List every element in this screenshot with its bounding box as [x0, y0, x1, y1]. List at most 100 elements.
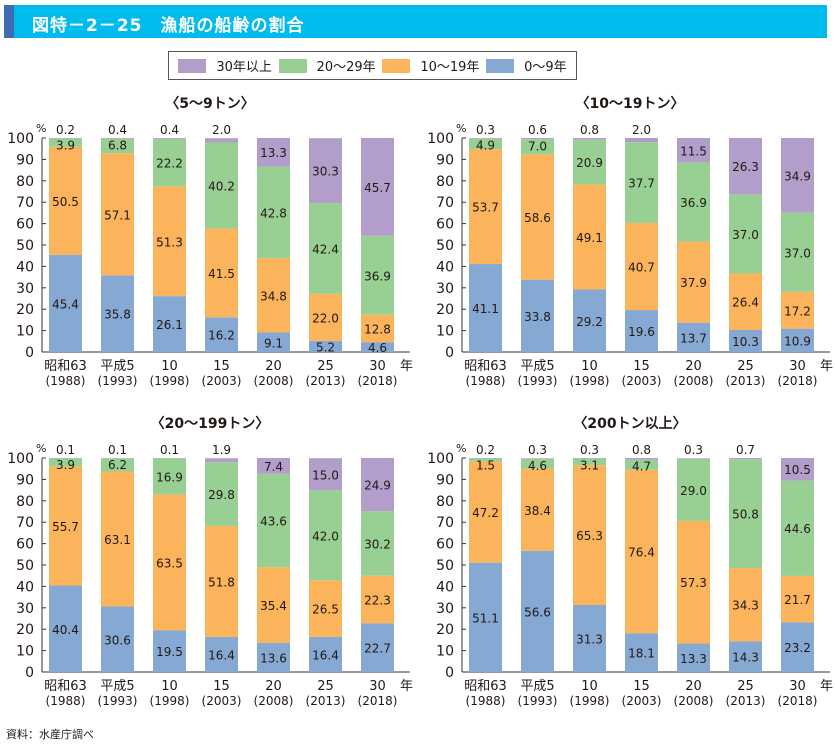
x-axis-unit: 年 — [400, 359, 413, 374]
y-tick-label: 100 — [7, 451, 34, 467]
bar-segment-20-29 — [573, 139, 606, 185]
x-tick-sublabel: (1993) — [518, 694, 558, 708]
data-label-10-19: 55.7 — [52, 520, 79, 534]
x-tick-label: 15 — [213, 679, 230, 694]
bar-segment-10-19 — [309, 580, 342, 637]
x-tick-sublabel: (2013) — [726, 374, 766, 388]
data-label-10-19: 57.1 — [104, 208, 131, 222]
bar-segment-30-plus — [781, 138, 814, 213]
y-tick-label: 20 — [16, 302, 34, 318]
y-tick-label: 10 — [436, 324, 454, 340]
bar-segment-10-19 — [101, 471, 134, 607]
bar-segment-0-9 — [101, 606, 134, 672]
data-label-20-29: 43.6 — [260, 514, 287, 528]
bar-segment-30-plus — [677, 138, 710, 163]
bar-segment-30-plus — [573, 138, 606, 140]
bar-segment-0-9 — [153, 296, 186, 352]
legend-item-30-plus: 30年以上 — [178, 56, 272, 75]
y-tick-label: 50 — [16, 238, 34, 254]
x-tick-sublabel: (2003) — [202, 694, 242, 708]
data-label-10-19: 26.5 — [312, 603, 339, 617]
x-tick-sublabel: (2018) — [778, 694, 818, 708]
data-label-30-plus: 0.1 — [108, 443, 127, 457]
data-label-20-29: 30.2 — [364, 537, 391, 551]
data-label-0-9: 9.1 — [264, 336, 283, 350]
data-label-10-19: 40.7 — [628, 261, 655, 275]
x-tick-label: 30 — [789, 679, 806, 694]
bar-segment-20-29 — [677, 458, 710, 521]
chart-title: 〈5～9トン〉 — [165, 96, 254, 112]
x-tick-label: 平成5 — [100, 359, 134, 374]
data-label-20-29: 3.1 — [580, 459, 599, 473]
data-label-10-19: 12.8 — [364, 322, 391, 336]
x-tick-sublabel: (1998) — [570, 694, 610, 708]
data-label-0-9: 56.6 — [524, 605, 551, 619]
bar-segment-20-29 — [361, 511, 394, 576]
data-label-20-29: 50.8 — [732, 508, 759, 522]
y-tick-label: 10 — [436, 644, 454, 660]
chart-title: 〈200トン以上〉 — [573, 416, 686, 432]
data-label-0-9: 29.2 — [576, 315, 603, 329]
figure-title: 図特－2－25 漁船の船齢の割合 — [32, 16, 305, 36]
y-axis-unit: % — [36, 122, 46, 135]
x-tick-sublabel: (2008) — [674, 694, 714, 708]
data-label-10-19: 49.1 — [576, 231, 603, 245]
chart-title: 〈10～19トン〉 — [576, 96, 685, 112]
legend-swatch-0-9 — [486, 58, 515, 73]
y-tick-label: 80 — [16, 494, 34, 510]
data-label-10-19: 34.8 — [260, 289, 287, 303]
bar-segment-20-29 — [49, 138, 82, 147]
bar-segment-30-plus — [361, 138, 394, 236]
data-label-30-plus: 0.3 — [528, 443, 547, 457]
legend-label: 30年以上 — [216, 60, 272, 75]
x-tick-sublabel: (1998) — [150, 374, 190, 388]
data-label-10-19: 47.2 — [472, 506, 499, 520]
data-label-10-19: 34.3 — [732, 599, 759, 613]
x-tick-label: 20 — [685, 359, 702, 374]
data-label-20-29: 20.9 — [576, 156, 603, 170]
bar-segment-20-29 — [153, 458, 186, 495]
data-label-0-9: 51.1 — [472, 611, 499, 625]
data-label-0-9: 31.3 — [576, 633, 603, 647]
data-label-0-9: 16.4 — [312, 648, 339, 662]
bar-segment-0-9 — [521, 279, 554, 352]
x-tick-label: 10 — [581, 359, 598, 374]
data-label-10-19: 21.7 — [784, 593, 811, 607]
data-label-20-29: 42.8 — [260, 206, 287, 220]
bar-segment-20-29 — [205, 142, 238, 229]
data-label-10-19: 63.5 — [156, 556, 183, 570]
x-tick-sublabel: (2013) — [306, 694, 346, 708]
x-tick-label: 30 — [369, 359, 386, 374]
bar-segment-20-29 — [521, 458, 554, 469]
data-label-20-29: 6.8 — [108, 139, 127, 153]
bar-segment-10-19 — [573, 465, 606, 606]
data-label-10-19: 17.2 — [784, 304, 811, 318]
y-tick-label: 100 — [427, 451, 454, 467]
data-label-10-19: 76.4 — [628, 546, 655, 560]
x-tick-sublabel: (2003) — [622, 374, 662, 388]
data-label-0-9: 10.9 — [784, 334, 811, 348]
bar-segment-0-9 — [729, 329, 762, 352]
x-tick-label: 昭和63 — [464, 359, 507, 374]
data-label-10-19: 50.5 — [52, 195, 79, 209]
y-tick-label: 90 — [16, 152, 34, 168]
data-label-20-29: 36.9 — [680, 196, 707, 210]
x-tick-sublabel: (1993) — [98, 374, 138, 388]
bar-segment-10-19 — [257, 258, 290, 333]
data-label-10-19: 22.0 — [312, 311, 339, 325]
bar-segment-30-plus — [309, 458, 342, 491]
y-tick-label: 100 — [7, 131, 34, 147]
bar-segment-0-9 — [153, 630, 186, 672]
x-tick-sublabel: (2018) — [778, 374, 818, 388]
x-tick-sublabel: (1988) — [46, 374, 86, 388]
bar-segment-30-plus — [625, 138, 658, 143]
bar-segment-0-9 — [625, 633, 658, 672]
data-label-20-29: 4.6 — [528, 459, 547, 473]
y-tick-label: 0 — [25, 665, 34, 681]
chart-20-199-ton: 〈20～199トン〉% 0 10 20 30 40 50 60 70 80 90 100 40.4 55.… — [7, 416, 413, 708]
bar-segment-0-9 — [625, 310, 658, 352]
y-tick-label: 90 — [436, 152, 454, 168]
y-tick-label: 20 — [16, 622, 34, 638]
x-tick-sublabel: (1993) — [98, 694, 138, 708]
x-tick-label: 25 — [317, 359, 334, 374]
